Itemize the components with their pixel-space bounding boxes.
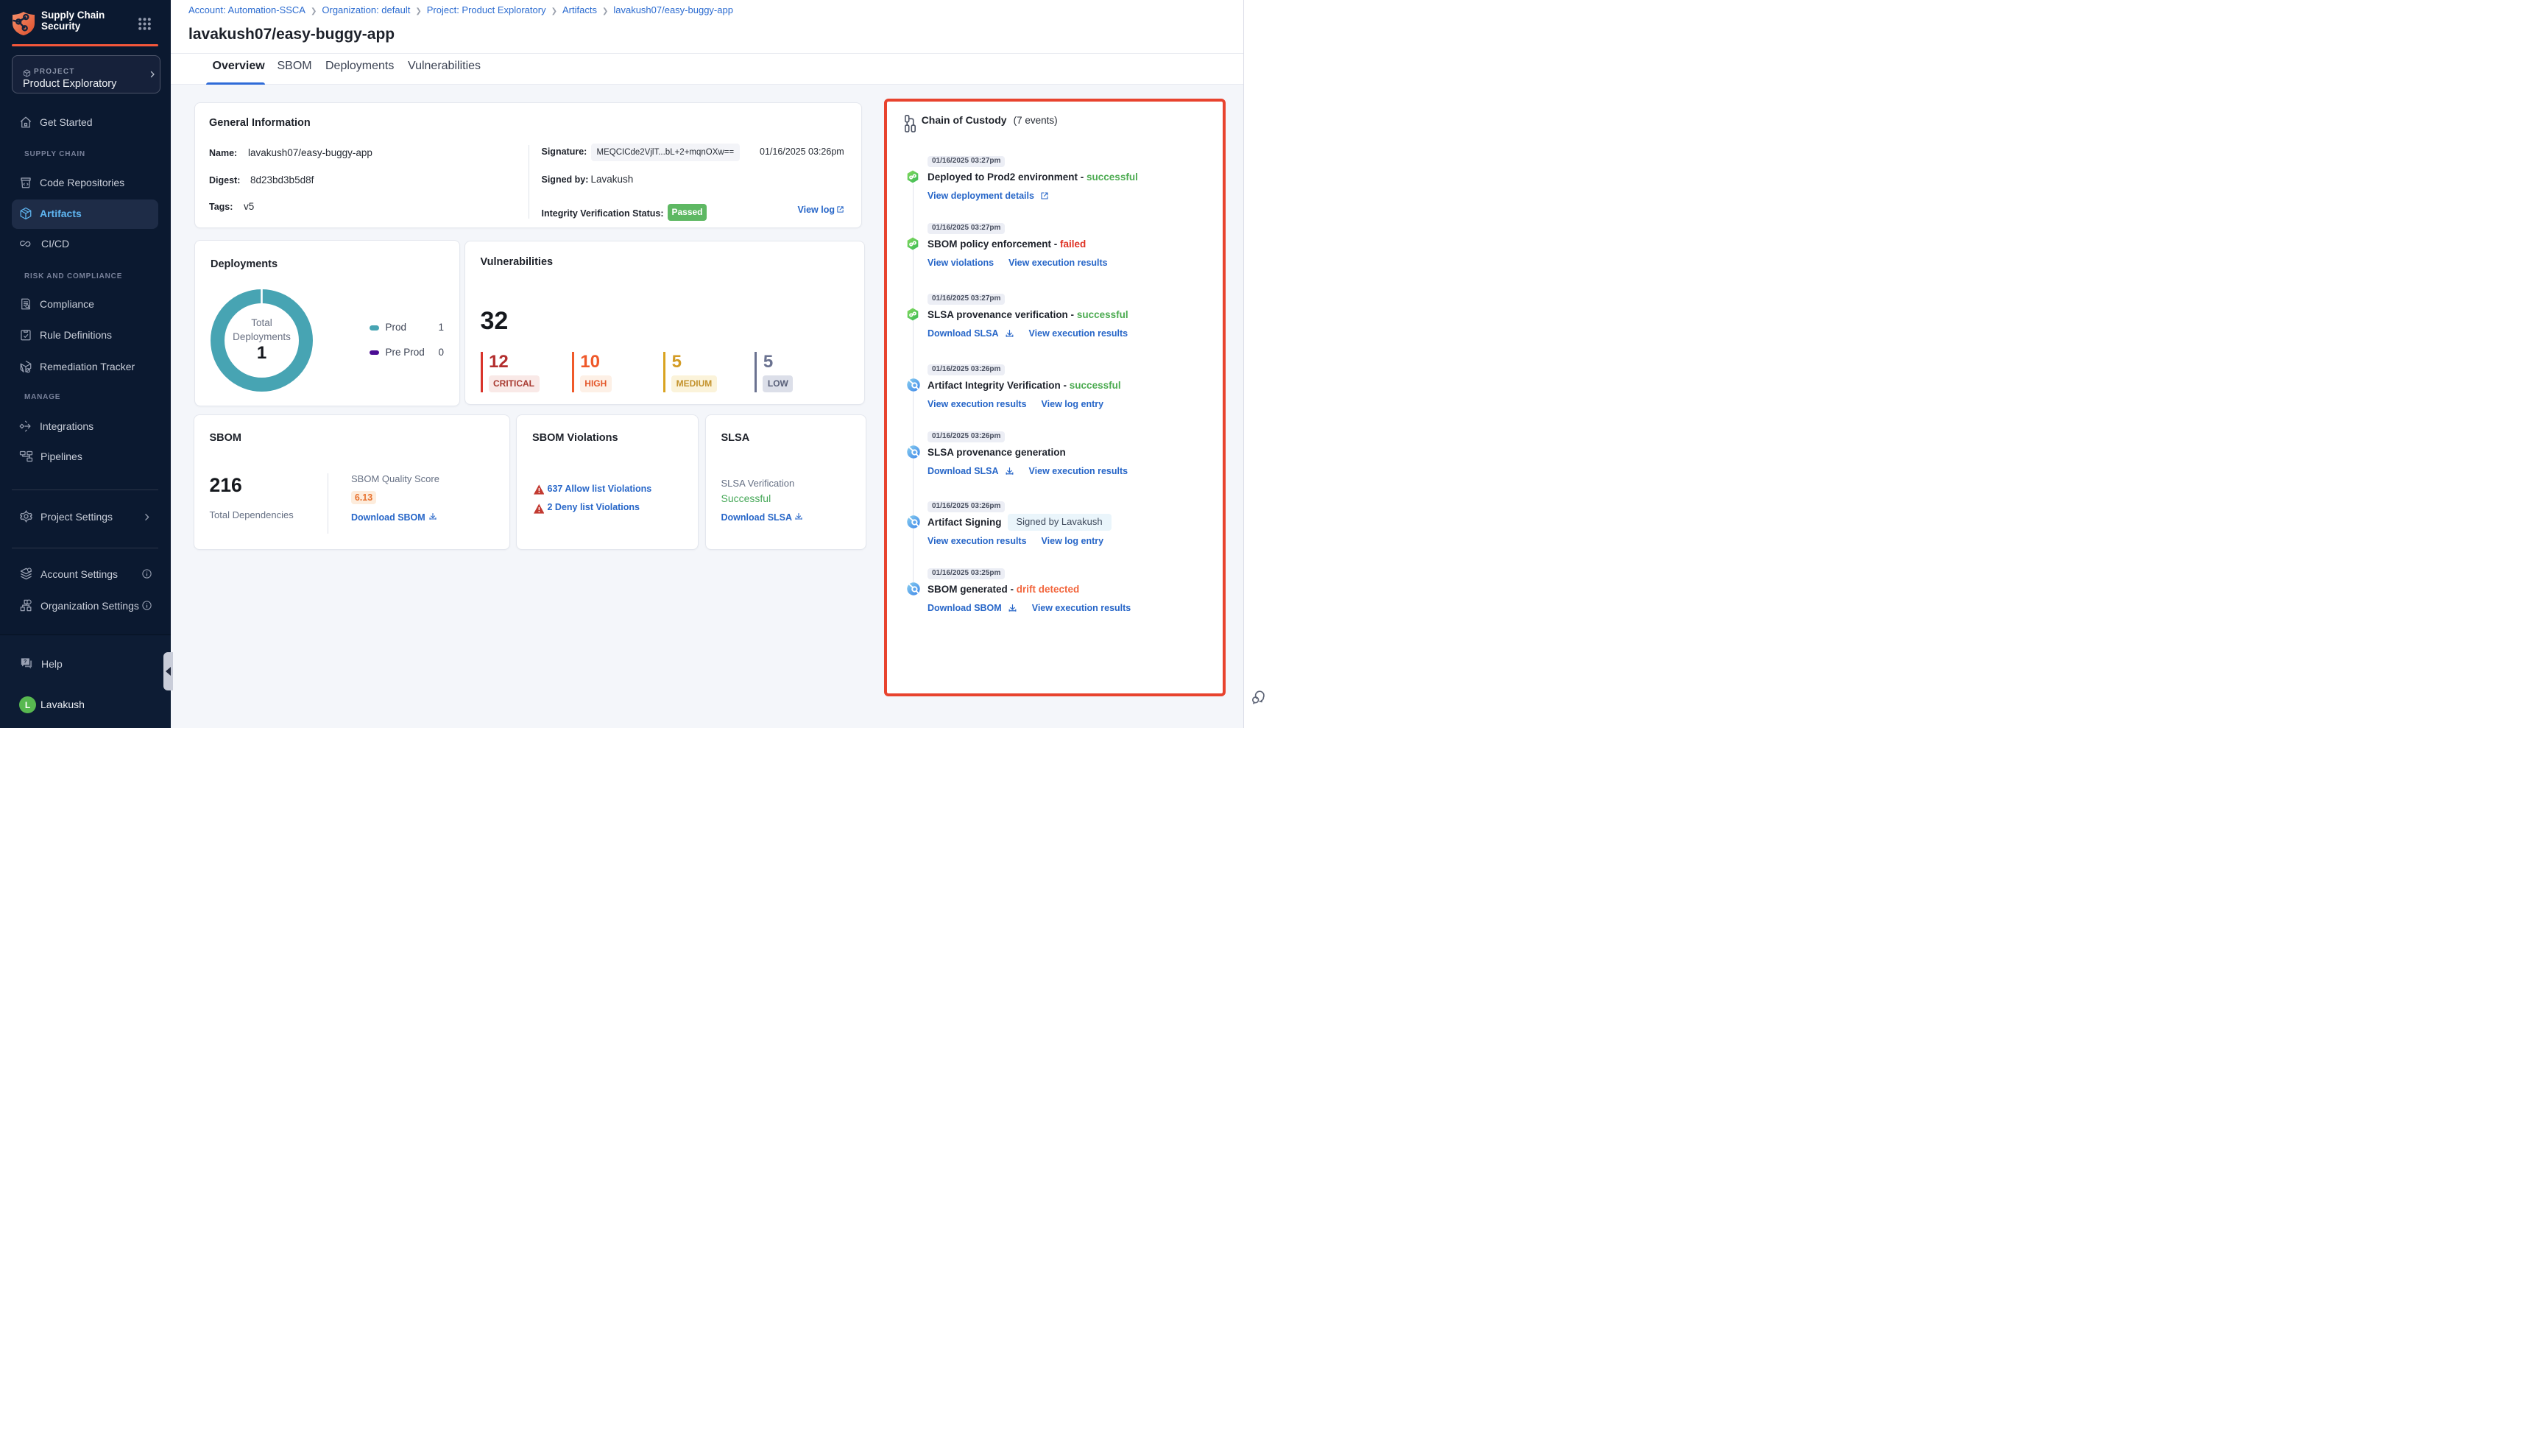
svg-text:?: ? bbox=[24, 659, 26, 665]
